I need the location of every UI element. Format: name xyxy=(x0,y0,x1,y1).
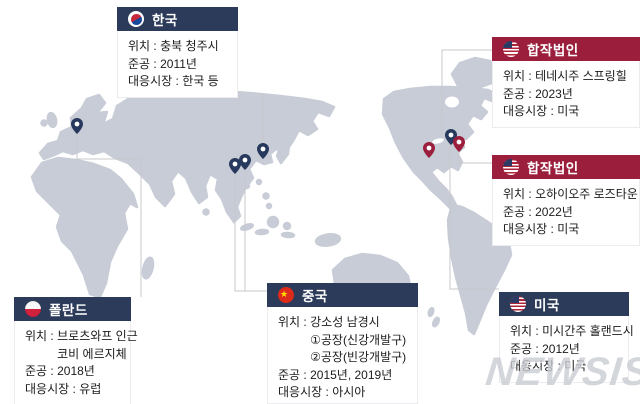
island-taiwan xyxy=(255,178,263,186)
callout-poland-header: 폴란드 xyxy=(14,297,131,321)
continent-north-america xyxy=(381,85,499,210)
leader-line-china-1 xyxy=(234,171,267,292)
info-row-completed: 준공 : 2022년 xyxy=(503,204,573,219)
info-row-completed: 준공 : 2011년 xyxy=(128,56,197,71)
usa-flag-icon xyxy=(510,296,526,312)
callout-jv2-header: 합작법인 xyxy=(492,155,640,179)
info-row-completed: 준공 : 2018년 xyxy=(25,364,95,378)
island-madagascar xyxy=(141,256,155,280)
leader-line-jv-tennessee xyxy=(441,49,492,136)
usa-flag-icon xyxy=(503,159,519,175)
island-philippines-south xyxy=(265,202,273,210)
island-sulawesi xyxy=(282,221,292,231)
info-row-location: 위치 : 미시간주 홀랜드시 xyxy=(510,324,634,338)
callout-title: 한국 xyxy=(152,13,178,28)
callout-china: 중국 위치 : 강소성 남경시 ①공장(신강개발구) ②공장(빈강개발구) 준공… xyxy=(267,283,418,404)
great-lakes xyxy=(432,138,444,144)
map-pin-poland xyxy=(71,118,83,134)
callout-title: 합작법인 xyxy=(527,43,579,58)
callout-poland-body: 위치 : 브로츠와프 인근 코비 에르지체 준공 : 2018년 대응시장 : … xyxy=(15,321,138,404)
info-row-location: 위치 : 테네시주 스프링힐 xyxy=(503,69,627,83)
callout-usa: 미국 위치 : 미시간주 홀랜드시 준공 : 2012년 대응시장 : 미국 xyxy=(499,292,634,383)
info-row-completed: 준공 : 2012년 xyxy=(510,341,580,356)
island-java xyxy=(254,228,270,236)
info-row-market: 대응시장 : 미국 xyxy=(510,359,587,373)
newsis-watermark: NEWSIS xyxy=(483,350,640,394)
info-row-market: 대응시장 : 미국 xyxy=(503,222,580,236)
south-korea-flag-icon xyxy=(128,11,144,27)
callout-jv1-body: 위치 : 테네시주 스프링힐 준공 : 2023년 대응시장 : 미국 xyxy=(493,61,639,127)
callout-joint-venture-tennessee: 합작법인 위치 : 테네시주 스프링힐 준공 : 2023년 대응시장 : 미국 xyxy=(492,37,640,128)
callout-usa-header: 미국 xyxy=(499,292,629,316)
map-pin-us-ohio xyxy=(453,136,465,152)
usa-flag-icon xyxy=(503,41,519,57)
continent-eurasia xyxy=(38,89,336,224)
callout-title: 합작법인 xyxy=(527,161,579,176)
info-row-market: 대응시장 : 유럽 xyxy=(25,381,102,396)
info-row-location: 위치 : 브로츠와프 인근 코비 에르지체 xyxy=(25,329,138,361)
info-row-location: 위치 : 오하이오주 로즈타운 xyxy=(503,187,638,201)
callout-korea-body: 위치 : 충북 청주시 준공 : 2011년 대응시장 : 한국 등 xyxy=(118,31,237,97)
poland-flag-icon xyxy=(25,301,41,317)
callout-china-header: 중국 xyxy=(267,283,418,307)
callout-korea-header: 한국 xyxy=(117,7,238,31)
island-lesser-sunda xyxy=(280,231,296,239)
leader-line-usa xyxy=(449,141,499,290)
info-row-completed: 준공 : 2023년 xyxy=(503,86,573,101)
island-new-zealand-south xyxy=(431,316,441,328)
island-hainan xyxy=(243,182,251,190)
callout-jv1-header: 합작법인 xyxy=(492,37,640,61)
callout-usa-body: 위치 : 미시간주 홀랜드시 준공 : 2012년 대응시장 : 미국 xyxy=(500,316,634,382)
island-new-zealand-north xyxy=(427,306,435,318)
island-sumatra xyxy=(240,222,254,232)
island-sri-lanka xyxy=(202,208,210,216)
leader-line-poland xyxy=(76,131,142,297)
info-row-market: 대응시장 : 미국 xyxy=(503,104,580,118)
island-new-guinea xyxy=(314,233,342,247)
callout-title: 폴란드 xyxy=(49,303,88,318)
continent-africa xyxy=(30,156,139,299)
callout-jv2-body: 위치 : 오하이오주 로즈타운 준공 : 2022년 대응시장 : 미국 xyxy=(493,179,639,245)
island-britain xyxy=(46,111,58,129)
callout-china-body: 위치 : 강소성 남경시 ①공장(신강개발구) ②공장(빈강개발구) 준공 : … xyxy=(268,307,417,404)
info-row-completed: 준공 : 2015년, 2019년 xyxy=(278,367,393,382)
island-japan xyxy=(275,136,291,165)
island-borneo xyxy=(266,215,280,229)
callout-title: 중국 xyxy=(302,289,328,304)
map-pin-china-plant-2 xyxy=(239,154,251,170)
leader-line-jv-ohio xyxy=(458,149,492,164)
info-row-location: 위치 : 강소성 남경시 ①공장(신강개발구) ②공장(빈강개발구) xyxy=(278,315,407,364)
callout-poland: 폴란드 위치 : 브로츠와프 인근 코비 에르지체 준공 : 2018년 대응시… xyxy=(14,297,138,404)
map-pin-china-plant-1 xyxy=(229,158,241,174)
island-greenland xyxy=(450,56,499,90)
map-pin-korea xyxy=(257,143,269,159)
map-pin-us-tennessee xyxy=(423,142,435,158)
hudson-bay xyxy=(445,96,459,108)
callout-title: 미국 xyxy=(534,298,560,313)
info-row-market: 대응시장 : 한국 등 xyxy=(128,74,219,88)
callout-korea: 한국 위치 : 충북 청주시 준공 : 2011년 대응시장 : 한국 등 xyxy=(117,7,238,98)
island-philippines xyxy=(262,192,270,200)
info-row-market: 대응시장 : 아시아 xyxy=(278,385,366,399)
island-ireland xyxy=(40,119,48,127)
callout-joint-venture-ohio: 합작법인 위치 : 오하이오주 로즈타운 준공 : 2022년 대응시장 : 미… xyxy=(492,155,640,246)
info-row-location: 위치 : 충북 청주시 xyxy=(128,39,219,53)
china-flag-icon xyxy=(278,287,294,303)
